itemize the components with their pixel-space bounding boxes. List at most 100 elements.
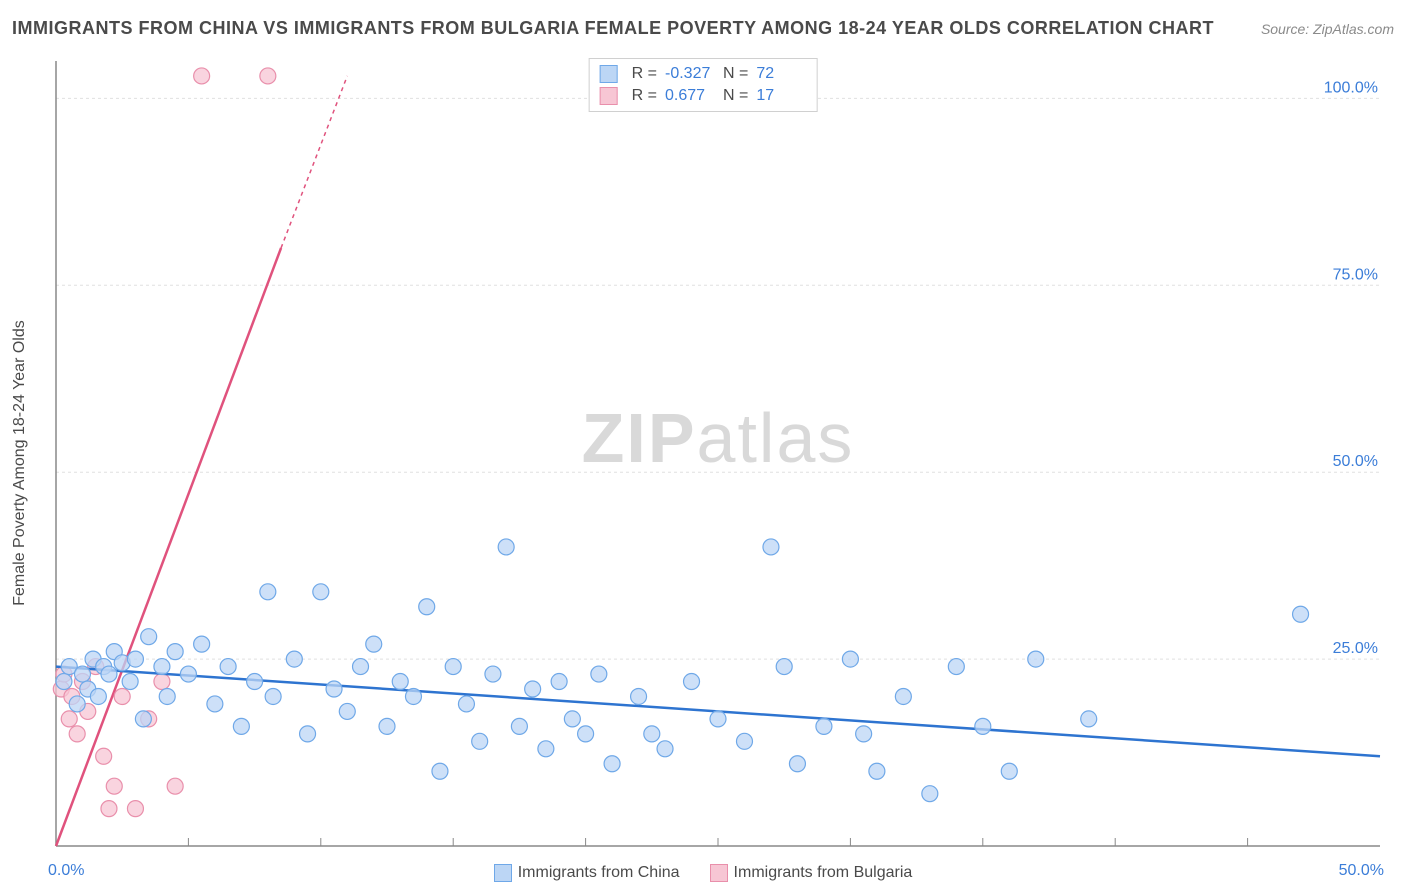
data-point [578, 726, 594, 742]
data-point [657, 741, 673, 757]
data-point [869, 763, 885, 779]
data-point [644, 726, 660, 742]
data-point [56, 674, 72, 690]
y-tick-label: 50.0% [1333, 453, 1378, 470]
correlation-legend: R = -0.327 N = 72 R = 0.677 N = 17 [589, 58, 818, 112]
y-axis-label: Female Poverty Among 18-24 Year Olds [11, 320, 29, 606]
legend-label: Immigrants from Bulgaria [734, 864, 913, 881]
data-point [265, 688, 281, 704]
data-point [975, 718, 991, 734]
data-point [101, 801, 117, 817]
y-tick-label: 100.0% [1324, 79, 1378, 96]
n-value: 72 [756, 65, 806, 83]
data-point [405, 688, 421, 704]
data-point [511, 718, 527, 734]
data-point [1081, 711, 1097, 727]
r-value: -0.327 [665, 65, 715, 83]
data-point [458, 696, 474, 712]
data-point [366, 636, 382, 652]
data-point [776, 659, 792, 675]
legend-swatch [600, 87, 618, 105]
data-point [538, 741, 554, 757]
data-point [631, 688, 647, 704]
data-point [122, 674, 138, 690]
data-point [1028, 651, 1044, 667]
source-credit: Source: ZipAtlas.com [1261, 21, 1394, 37]
data-point [445, 659, 461, 675]
trend-line-bulgaria-dash [281, 76, 347, 248]
data-point [96, 748, 112, 764]
data-point [895, 688, 911, 704]
data-point [135, 711, 151, 727]
scatter-plot: 25.0% 50.0% 75.0% 100.0% [50, 55, 1386, 852]
data-point [736, 733, 752, 749]
data-point [604, 756, 620, 772]
series-legend: Immigrants from China Immigrants from Bul… [0, 864, 1406, 882]
legend-swatch [494, 864, 512, 882]
data-point [591, 666, 607, 682]
data-point [326, 681, 342, 697]
n-label: N = [723, 87, 748, 105]
data-point [180, 666, 196, 682]
data-point [472, 733, 488, 749]
source-name: ZipAtlas.com [1313, 21, 1394, 37]
y-tick-label: 75.0% [1333, 266, 1378, 283]
data-point [922, 786, 938, 802]
data-point [260, 584, 276, 600]
r-label: R = [632, 87, 657, 105]
data-point [127, 651, 143, 667]
legend-label: Immigrants from China [518, 864, 680, 881]
data-point [154, 659, 170, 675]
data-point [551, 674, 567, 690]
data-point [167, 644, 183, 660]
data-point [1001, 763, 1017, 779]
data-point [684, 674, 700, 690]
data-point [247, 674, 263, 690]
data-point [300, 726, 316, 742]
data-point [154, 674, 170, 690]
r-value: 0.677 [665, 87, 715, 105]
data-point [392, 674, 408, 690]
legend-item: Immigrants from Bulgaria [710, 864, 913, 882]
data-point [69, 726, 85, 742]
data-point [167, 778, 183, 794]
data-point [313, 584, 329, 600]
data-point [379, 718, 395, 734]
r-label: R = [632, 65, 657, 83]
y-tick-label: 25.0% [1333, 640, 1378, 657]
data-point [114, 688, 130, 704]
data-point [101, 666, 117, 682]
data-point [260, 68, 276, 84]
data-point [816, 718, 832, 734]
data-point [61, 711, 77, 727]
data-point [69, 696, 85, 712]
data-point [948, 659, 964, 675]
n-label: N = [723, 65, 748, 83]
data-point [220, 659, 236, 675]
legend-swatch [600, 65, 618, 83]
data-point [525, 681, 541, 697]
data-point [233, 718, 249, 734]
source-label: Source: [1261, 21, 1309, 37]
data-point [127, 801, 143, 817]
data-point [419, 599, 435, 615]
legend-swatch [710, 864, 728, 882]
data-point [286, 651, 302, 667]
data-point [353, 659, 369, 675]
legend-item: Immigrants from China [494, 864, 680, 882]
data-point [159, 688, 175, 704]
data-point [564, 711, 580, 727]
data-point [74, 666, 90, 682]
data-point [432, 763, 448, 779]
data-point [194, 636, 210, 652]
n-value: 17 [756, 87, 806, 105]
chart-area: Female Poverty Among 18-24 Year Olds ZIP… [50, 55, 1386, 852]
data-point [141, 629, 157, 645]
data-point [856, 726, 872, 742]
data-point [498, 539, 514, 555]
correlation-row: R = 0.677 N = 17 [600, 85, 807, 107]
data-point [842, 651, 858, 667]
data-point [90, 688, 106, 704]
data-point [763, 539, 779, 555]
data-point [1293, 606, 1309, 622]
